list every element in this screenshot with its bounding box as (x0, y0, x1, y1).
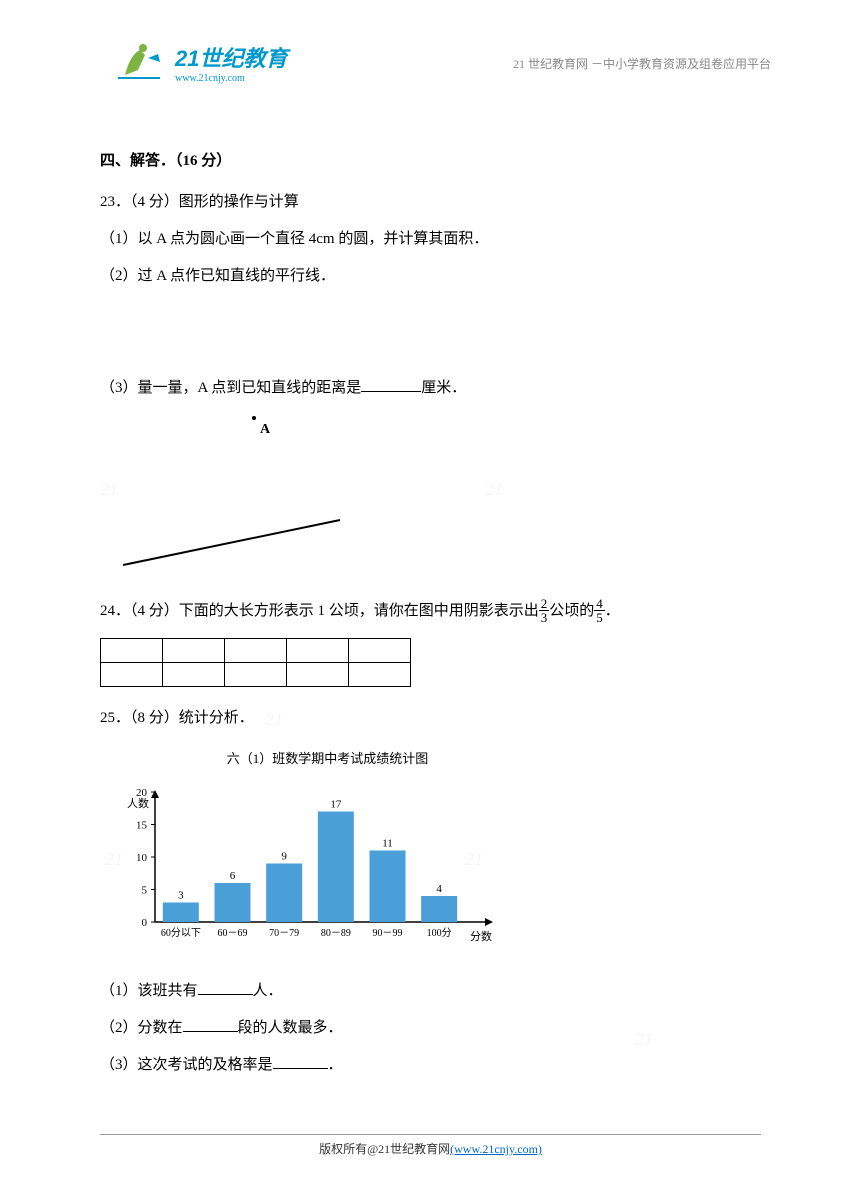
svg-text:17: 17 (330, 798, 342, 810)
svg-text:3: 3 (178, 889, 184, 901)
section-title: 四、解答．（16 分） (100, 145, 761, 178)
chart-title: 六（1）班数学期中考试成绩统计图 (115, 745, 510, 774)
blank-distance (361, 376, 421, 392)
grid-cell (349, 639, 411, 663)
svg-text:11: 11 (382, 837, 393, 849)
svg-text:5: 5 (142, 884, 148, 896)
grid-cell (349, 663, 411, 687)
svg-text:90－99: 90－99 (373, 928, 403, 939)
svg-text:60分以下: 60分以下 (161, 927, 201, 939)
page-header: 21世纪教育 www.21cnjy.com 21 世纪教育网 －中小学教育资源及… (0, 0, 861, 95)
question-23-sub1: （1）以 A 点为圆心画一个直径 4cm 的圆，并计算其面积． (100, 223, 761, 256)
frac2-num: 4 (594, 597, 605, 611)
q23-sub3-prefix: （3）量一量，A 点到已知直线的距离是 (100, 380, 361, 396)
grid-cell (287, 663, 349, 687)
question-25-sub1: （1）该班共有 人． (100, 975, 761, 1008)
content-area: 四、解答．（16 分） 23．（4 分）图形的操作与计算 （1）以 A 点为圆心… (0, 95, 861, 1082)
grid-cell (287, 639, 349, 663)
q25-sub2-prefix: （2）分数在 (100, 1020, 183, 1036)
question-25-sub3: （3）这次考试的及格率是 ． (100, 1049, 761, 1082)
point-a-label: A (260, 415, 270, 446)
blank-total (198, 979, 253, 995)
q25-sub3-suffix: ． (328, 1057, 343, 1073)
svg-text:80－89: 80－89 (321, 928, 351, 939)
footer-link[interactable]: (www.21cnjy.com) (450, 1142, 542, 1156)
svg-text:0: 0 (142, 917, 148, 929)
q25-sub1-suffix: 人． (253, 983, 283, 999)
frac2-den: 5 (594, 611, 605, 624)
svg-text:70－79: 70－79 (269, 928, 299, 939)
question-24: 24．（4 分）下面的大长方形表示 1 公顷，请你在图中用阴影表示出23公顷的4… (100, 595, 761, 628)
q25-sub1-prefix: （1）该班共有 (100, 983, 198, 999)
q24-prefix: 24．（4 分）下面的大长方形表示 1 公顷，请你在图中用阴影表示出 (100, 603, 539, 619)
question-23-sub3: （3）量一量，A 点到已知直线的距离是 厘米． (100, 372, 761, 405)
page-footer: 版权所有@21世纪教育网(www.21cnjy.com) (100, 1134, 761, 1157)
blank-segment (183, 1016, 238, 1032)
point-a-diagram: A (120, 415, 761, 585)
fraction-1: 23 (539, 597, 550, 624)
svg-text:分数: 分数 (470, 930, 492, 943)
question-25-sub2: （2）分数在 段的人数最多． (100, 1012, 761, 1045)
diagonal-line (120, 515, 350, 575)
question-23-sub2: （2）过 A 点作已知直线的平行线． (100, 260, 761, 293)
grid-cell (101, 639, 163, 663)
logo-sub-text: www.21cnjy.com (175, 73, 287, 84)
point-a-dot (252, 416, 256, 420)
grid-cell (101, 663, 163, 687)
blank-rate (273, 1053, 328, 1069)
frac1-num: 2 (539, 597, 550, 611)
frac1-den: 3 (539, 611, 550, 624)
question-23-intro: 23．（4 分）图形的操作与计算 (100, 186, 761, 219)
grid-cell (163, 663, 225, 687)
svg-text:60－69: 60－69 (218, 928, 248, 939)
svg-text:100分: 100分 (427, 927, 452, 939)
fraction-2: 45 (594, 597, 605, 624)
svg-text:9: 9 (281, 850, 287, 862)
logo-icon (110, 40, 170, 85)
q23-sub3-suffix: 厘米． (421, 380, 466, 396)
svg-text:15: 15 (136, 819, 148, 831)
svg-text:10: 10 (136, 852, 148, 864)
grid-cell (163, 639, 225, 663)
svg-text:6: 6 (230, 870, 236, 882)
header-right-text: 21 世纪教育网 －中小学教育资源及组卷应用平台 (513, 55, 771, 72)
bar-chart-container: 六（1）班数学期中考试成绩统计图 05101520人数分数360分以下660－6… (115, 745, 510, 960)
svg-text:人数: 人数 (127, 797, 149, 810)
svg-text:4: 4 (436, 883, 442, 895)
q24-suffix: ． (605, 603, 620, 619)
logo-main-text: 21世纪教育 (175, 41, 287, 73)
q25-sub3-prefix: （3）这次考试的及格率是 (100, 1057, 273, 1073)
bar-chart: 05101520人数分数360分以下660－69970－791780－89119… (115, 782, 495, 947)
grid-cell (225, 663, 287, 687)
question-25-intro: 25．（8 分）统计分析． (100, 702, 761, 735)
logo: 21世纪教育 www.21cnjy.com (110, 40, 287, 85)
rectangle-grid (100, 638, 761, 687)
grid-cell (225, 639, 287, 663)
footer-prefix: 版权所有@21世纪教育网 (319, 1142, 450, 1156)
q24-mid: 公顷的 (549, 603, 594, 619)
q25-sub2-suffix: 段的人数最多． (238, 1020, 343, 1036)
